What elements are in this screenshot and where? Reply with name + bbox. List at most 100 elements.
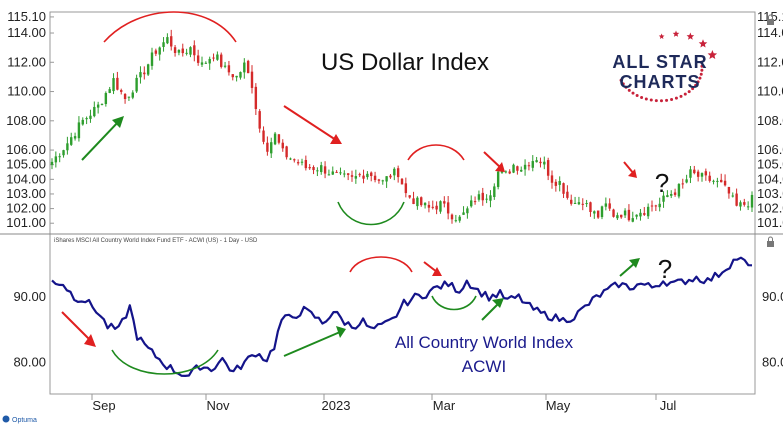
x-tick-label: Mar: [433, 398, 456, 413]
acwi-panel-frame: [49, 233, 756, 395]
candle: [173, 45, 177, 57]
candle: [373, 171, 377, 183]
top-arc-red: [103, 11, 237, 43]
logo-dot: [683, 92, 687, 96]
logo-dot: [665, 98, 669, 102]
candle: [223, 61, 227, 69]
candle: [381, 179, 384, 185]
logo-dot: [696, 80, 700, 84]
y-tick-right: 114.00: [757, 25, 783, 40]
candle: [339, 167, 342, 176]
candle: [520, 166, 523, 173]
candle: [573, 196, 577, 204]
candle: [581, 198, 584, 211]
candle: [327, 169, 331, 176]
y-tick-right: 90.00: [762, 289, 783, 304]
chart-title: US Dollar Index: [321, 49, 489, 76]
dollar-candlesticks: [50, 29, 754, 224]
candle: [293, 158, 296, 163]
acwi-red-down-arrow-1: [61, 311, 96, 347]
y-tick-right: 106.00: [757, 142, 783, 157]
candle: [700, 172, 704, 182]
candle: [135, 74, 138, 93]
candle: [470, 195, 473, 208]
logo-dot: [624, 85, 628, 89]
y-tick-left: 80.00: [13, 355, 46, 370]
candle: [250, 65, 254, 94]
candle: [585, 199, 588, 208]
candle: [70, 132, 73, 146]
candle: [296, 159, 300, 166]
candle: [177, 49, 181, 56]
candle: [608, 198, 611, 211]
candle: [220, 52, 223, 69]
candle: [716, 177, 719, 188]
candle: [89, 109, 92, 123]
x-tick-label: 2023: [322, 398, 351, 413]
candle: [385, 176, 388, 188]
candle: [408, 195, 411, 199]
red-down-arrow-3: [623, 161, 637, 178]
candle: [112, 73, 115, 95]
candle: [258, 109, 261, 133]
candle: [431, 200, 434, 210]
optuma-brand-text: Optuma: [12, 417, 37, 424]
candle: [523, 159, 527, 176]
candle: [546, 157, 550, 181]
candle: [450, 213, 454, 224]
y-tick-left: 90.00: [13, 289, 46, 304]
candle: [289, 157, 292, 161]
acwi-small-arc-green: [431, 295, 477, 311]
candle: [727, 186, 731, 199]
candle: [454, 214, 458, 223]
candle: [212, 53, 215, 62]
candle: [285, 145, 288, 160]
candle: [393, 167, 396, 181]
candle: [200, 56, 204, 67]
candle: [616, 212, 619, 221]
y-tick-left: 104.00: [6, 171, 46, 186]
candle: [154, 48, 158, 57]
logo-dot: [640, 95, 644, 99]
candle: [362, 169, 365, 184]
candle: [404, 177, 408, 198]
y-tick-left: 103.00: [6, 186, 46, 201]
candle: [493, 183, 496, 200]
candle: [696, 169, 700, 182]
candle: [543, 156, 546, 170]
candle: [104, 91, 108, 107]
candle: [723, 174, 727, 187]
candle: [143, 66, 146, 80]
red-down-arrow-1: [283, 105, 342, 144]
candle: [131, 90, 134, 100]
candle: [746, 201, 750, 211]
y-tick-right: 112.00: [757, 54, 783, 69]
y-tick-left: 110.00: [7, 84, 46, 99]
candle: [666, 190, 669, 198]
candle: [423, 202, 427, 209]
y-tick-left: 101.00: [6, 215, 46, 230]
candle: [304, 155, 308, 171]
acwi-series-line: [51, 256, 753, 377]
candle: [81, 117, 84, 126]
candle: [570, 194, 573, 206]
candle: [323, 161, 327, 179]
candle: [677, 183, 681, 199]
candle: [750, 191, 754, 212]
candle: [704, 168, 708, 181]
candle: [243, 58, 246, 79]
candle: [623, 208, 627, 219]
candle: [627, 204, 631, 222]
candle: [120, 88, 123, 95]
optuma-brand: Optuma: [2, 415, 37, 424]
logo-dot: [700, 68, 704, 72]
y-tick-right: 115.1(: [757, 9, 783, 24]
candle: [673, 188, 677, 197]
y-tick-left: 115.10: [7, 9, 46, 24]
acwi-bottom-arc-green: [111, 349, 219, 375]
candle: [458, 215, 461, 223]
y-tick-right: 102.0(: [757, 201, 783, 216]
candle: [689, 165, 692, 184]
candle: [85, 116, 88, 125]
candle: [531, 155, 534, 172]
